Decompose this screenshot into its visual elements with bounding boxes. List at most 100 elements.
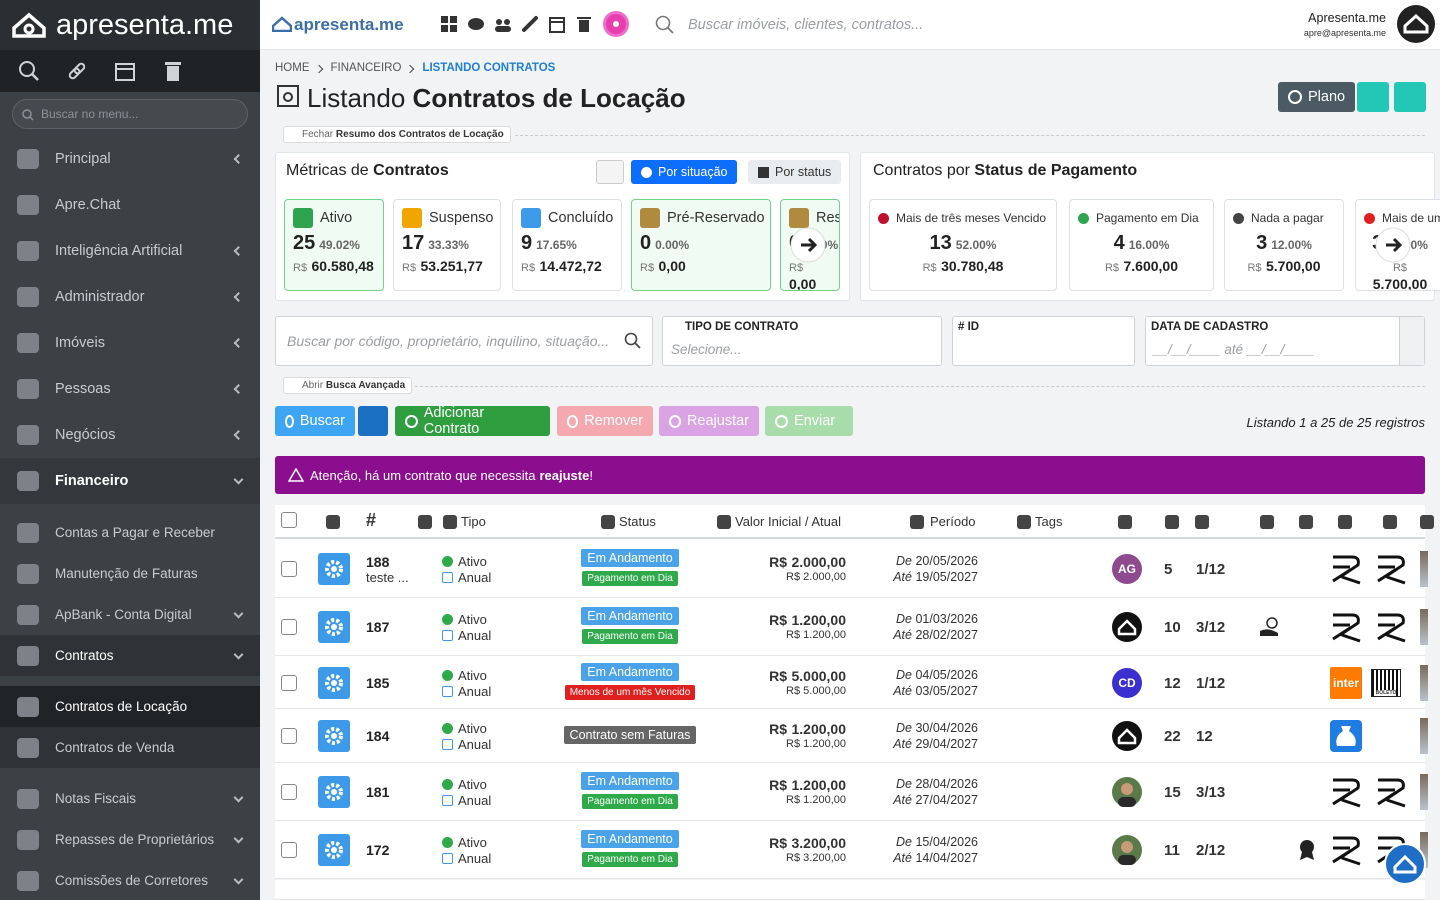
menu-item[interactable]: Pessoas [0,366,260,412]
menu-item[interactable]: ApBank - Conta Digital [0,594,260,635]
menu-item[interactable]: Contas a Pagar e Receber [0,512,260,553]
menu-icon [17,425,39,445]
clear-button[interactable] [358,406,388,436]
refresh-button[interactable] [596,160,624,184]
menu-label: Apre.Chat [55,197,121,213]
metric-card[interactable]: Suspenso 17 33.33% R$ 53.251,77 [393,199,501,291]
action-button[interactable]: Buscar [275,406,355,436]
current-cell: R$ 2.000,00 [786,571,846,583]
checkbox[interactable] [281,674,297,691]
card-name: Pré-Reservado [667,210,765,226]
percent: 49.02% [319,238,360,252]
checkbox[interactable] [281,842,297,858]
checkbox[interactable] [281,728,297,744]
metrics-tab[interactable]: Por situação [631,160,738,184]
toggle[interactable]: Fechar Resumo dos Contratos de Locação [283,126,511,143]
menu-item[interactable]: Principal [0,136,260,182]
toggle[interactable]: Abrir Busca Avançada [283,377,413,394]
link-icon[interactable] [521,15,539,33]
checkbox[interactable] [281,560,297,577]
period-end: Até 14/04/2027 [893,851,978,865]
date-input[interactable]: DATA DE CADASTRO __/__/____ até __/__/___… [1145,316,1425,366]
status-badge: Em Andamento [581,607,679,625]
action-button[interactable]: Enviar [765,406,853,436]
breadcrumb-item[interactable]: FINANCEIRO [330,62,402,74]
current-value: 5.000,00 [803,684,846,697]
user-avatar[interactable] [1396,4,1436,44]
checkbox[interactable] [281,784,297,800]
payment-badge: Pagamento em Dia [582,570,678,586]
currency: R$ [769,612,788,628]
metric-card[interactable]: Nada a pagar 3 12.00% R$ 5.700,00 [1224,199,1344,291]
calendar-icon[interactable] [114,60,136,82]
ai-button[interactable] [602,10,630,38]
menu-item[interactable]: Contratos de Venda [0,727,260,768]
amount: 14.472,72 [539,258,602,274]
id-input[interactable]: # ID [952,316,1135,366]
menu-item[interactable]: Imóveis [0,320,260,366]
value-cell: R$ 2.000,00 [769,554,846,572]
period-start: De 15/04/2026 [896,835,978,849]
menu-item[interactable]: Financeiro [0,458,260,504]
count: 12 [1164,674,1181,692]
search-icon[interactable] [18,60,40,82]
header-icon [601,515,615,529]
menu-item[interactable]: Contratos de Locação [0,686,260,727]
metric-card[interactable]: Pagamento em Dia 4 16.00% R$ 7.600,00 [1069,199,1214,291]
menu-item[interactable]: Repasses de Proprietários [0,819,260,860]
tag-apbank [1375,553,1407,590]
type-placeholder: Selecione... [671,342,742,357]
chat-icon[interactable] [467,15,485,33]
column-header[interactable]: Status [619,514,656,529]
metric-card[interactable]: Mais de três meses Vencido 13 52.00% R$ 30.… [869,199,1057,291]
calendar-icon[interactable] [548,15,566,33]
link-icon[interactable] [66,60,88,82]
menu-item[interactable]: Inteligência Artificial [0,228,260,274]
plan-button[interactable]: Plano [1278,82,1356,112]
info-button[interactable] [1357,82,1389,112]
grid-icon[interactable] [440,15,458,33]
menu-label: Administrador [55,289,145,305]
edit-button [318,552,350,590]
menu-arrow [233,608,244,619]
period-label: Até [893,569,912,584]
status-cell: Contrato sem Faturas [545,726,715,744]
action-button[interactable]: Remover [557,406,653,436]
column-header[interactable]: Valor Inicial / Atual [735,514,841,529]
tag-hand [1258,617,1282,642]
search-input[interactable]: Buscar por código, proprietário, inquili… [275,316,653,366]
breadcrumb-item[interactable]: HOME [275,62,310,74]
action-button[interactable]: Adicionar Contrato [395,405,550,437]
column-header[interactable]: Tipo [461,514,486,529]
menu-label: Principal [55,151,111,167]
global-search[interactable]: Buscar imóveis, clientes, contratos... [688,17,924,33]
boleto-label: BOLETO [1375,689,1397,696]
tab-label: Por situação [658,165,728,179]
menu-item[interactable]: Negócios [0,412,260,458]
action-button[interactable]: Reajustar [659,406,759,436]
metric-card[interactable]: Ativo 25 49.02% R$ 60.580,48 [284,199,384,291]
menu-item[interactable]: Manutenção de Faturas [0,553,260,594]
checkbox[interactable] [281,512,297,528]
column-header[interactable]: # [366,510,377,530]
amount: 0,00 [789,276,817,291]
scroll-right-svg [790,227,826,263]
menu-item[interactable]: Contratos [0,635,260,676]
menu-item[interactable]: Apre.Chat [0,182,260,228]
print-button[interactable] [1394,82,1426,112]
people-icon[interactable] [494,15,512,33]
checkbox[interactable] [281,619,297,635]
column-header[interactable]: Tags [1035,514,1063,529]
menu-item[interactable]: Comissões de Corretores [0,860,260,900]
menu-item[interactable]: Notas Fiscais [0,778,260,819]
column-header[interactable]: Período [930,514,976,529]
menu-item[interactable]: Administrador [0,274,260,320]
trash-icon[interactable] [575,15,593,33]
metric-card[interactable]: Pré-Reservado 0 0.00% R$ 0,00 [631,199,771,291]
edit-button-svg [318,666,350,699]
metrics-tab[interactable]: Por status [748,160,842,184]
trash-icon[interactable] [162,60,184,82]
menu-search[interactable]: Buscar no menu... [12,99,248,129]
type-select[interactable]: TIPO DE CONTRATO Selecione... [662,316,942,366]
metric-card[interactable]: Concluído 9 17.65% R$ 14.472,72 [512,199,622,291]
